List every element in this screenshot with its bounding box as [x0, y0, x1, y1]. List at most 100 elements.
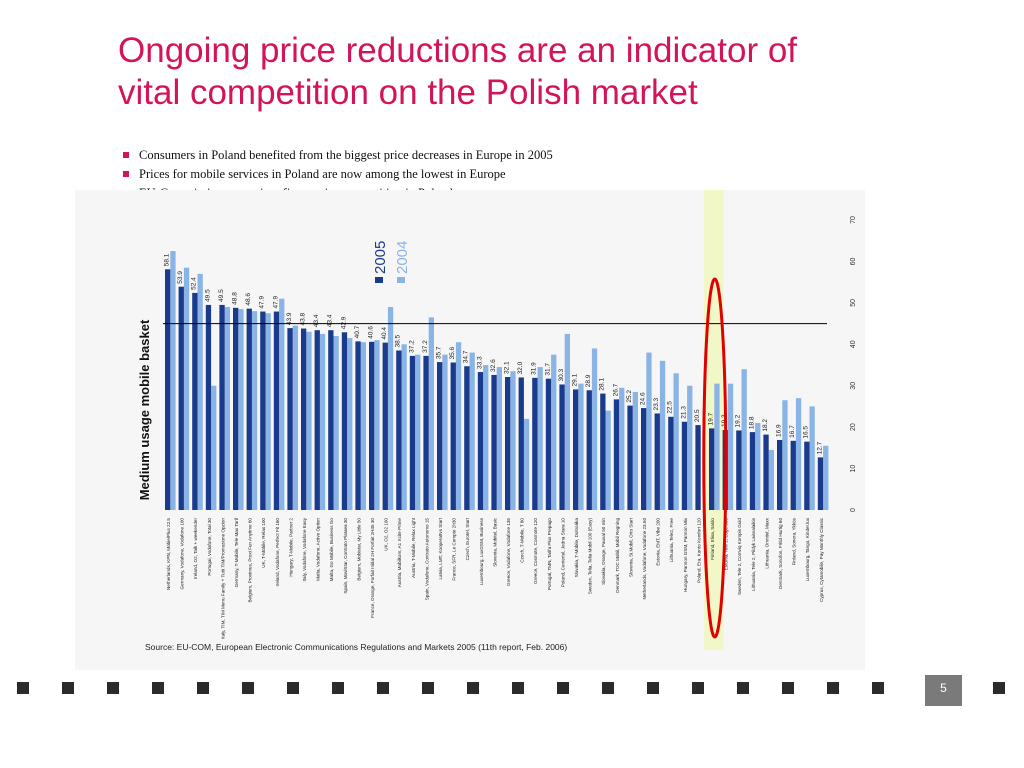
- data-label: 19.7: [708, 412, 715, 425]
- category-label: Greece, Cosmote, Cosmote 120: [533, 518, 538, 584]
- bar-2004: [591, 348, 598, 510]
- category-label: Denmark, Sonofon, Fritid Hurtig 60: [778, 518, 783, 589]
- footer-square: [827, 682, 839, 694]
- data-label: 35.6: [449, 346, 456, 359]
- bar-2005: [287, 328, 293, 510]
- y-tick-label: 10: [850, 465, 857, 473]
- category-label: Lithuania, Tele2, Free: [669, 518, 674, 563]
- data-label: 49.5: [218, 289, 225, 302]
- bar-2005: [545, 378, 552, 510]
- footer-square: [62, 682, 74, 694]
- bar-2005: [233, 307, 239, 510]
- data-label: 25.2: [626, 390, 633, 403]
- data-label: 40.7: [354, 325, 361, 338]
- bar-2004: [659, 360, 666, 510]
- bar-2004: [795, 398, 802, 510]
- bar-2004: [551, 354, 557, 510]
- category-label: Denmark, TDC Mobil, Mobil Regning: [615, 518, 620, 593]
- bar-2004: [360, 342, 366, 510]
- category-label: UK, T-Mobile, Relax 100: [261, 518, 266, 568]
- y-tick-label: 30: [850, 382, 857, 390]
- slide-title-line-1: Ongoing price reductions are an indicato…: [118, 31, 798, 70]
- data-label: 32.6: [490, 359, 497, 372]
- square-bullet-icon: [123, 171, 129, 177]
- bar-2005: [736, 430, 742, 510]
- slide-title-line-2: vital competition on the Polish market: [118, 73, 698, 112]
- bar-2005: [192, 292, 198, 510]
- bar-2004: [183, 267, 190, 510]
- data-label: 48.8: [232, 292, 239, 305]
- data-label: 23.3: [653, 397, 660, 410]
- bullet-text: Prices for mobile services in Poland are…: [139, 167, 506, 181]
- bar-2004: [455, 342, 462, 510]
- bar-2005: [246, 308, 252, 510]
- bar-2004: [809, 406, 815, 510]
- bar-2004: [251, 311, 258, 510]
- category-label: Austria, T-Mobile, Relax Light: [411, 517, 416, 578]
- footer-bar: 5: [0, 670, 1024, 706]
- data-label: 40.4: [381, 327, 388, 340]
- bar-2004: [428, 317, 434, 510]
- footer-square: [152, 682, 164, 694]
- category-label: Austria, Mobilkom, A1 Xcite Prime: [397, 518, 402, 588]
- bar-2005: [790, 440, 796, 510]
- category-label: Italy, TIM, TIM Menu Family + Tutti TIM/…: [220, 518, 225, 639]
- bar-2004: [224, 307, 230, 510]
- bar-2005: [668, 416, 674, 510]
- data-label: 24.6: [640, 392, 647, 405]
- bar-2004: [782, 400, 788, 510]
- category-label: Netherlands, KPN, MobielPlus 22.5: [166, 518, 171, 590]
- bar-2005: [205, 304, 212, 510]
- bar-2004: [496, 367, 502, 510]
- chart-container: 58.1 Netherlands, KPN, MobielPlus 22.5 53.…: [75, 190, 884, 670]
- bar-2004: [687, 385, 693, 510]
- category-label: Sweden, Telia, Telia Mobil 100 (Easy): [588, 518, 593, 595]
- bar-2005: [423, 355, 429, 510]
- bar-2005: [477, 372, 484, 510]
- data-label: 40.6: [368, 326, 375, 339]
- category-label: Portugal, Vodafone, Total 30: [207, 518, 212, 576]
- bar-2004: [292, 325, 298, 510]
- y-tick-label: 70: [850, 216, 857, 224]
- bar-2005: [369, 341, 375, 510]
- slide-title: Ongoing price reductions are an indicato…: [118, 30, 938, 114]
- footer-square: [17, 682, 29, 694]
- category-label: Lithuania, Tele 2, Pildyk Laisvalaikis: [751, 517, 756, 591]
- bar-2005: [518, 377, 524, 510]
- price-comparison-chart: 58.1 Netherlands, KPN, MobielPlus 22.5 53.…: [75, 190, 884, 670]
- data-label: 21.3: [680, 406, 687, 419]
- data-label: 33.3: [476, 356, 483, 369]
- data-label: 48.6: [245, 293, 252, 306]
- bar-2005: [709, 428, 715, 510]
- bar-2005: [314, 330, 320, 510]
- footer-square: [107, 682, 119, 694]
- footer-square: [602, 682, 614, 694]
- bar-2005: [328, 330, 334, 510]
- footer-square: [377, 682, 389, 694]
- footer-square: [242, 682, 254, 694]
- bar-2004: [768, 449, 774, 510]
- category-label: Finland, Elisa, Saldo: [710, 518, 715, 560]
- highlight-ellipse: [702, 277, 728, 639]
- bar-2004: [483, 365, 489, 510]
- bar-2004: [442, 354, 448, 510]
- category-label: Latvia, LMT, Kooperatīvs Start: [438, 517, 443, 579]
- footer-square: [467, 682, 479, 694]
- bar-2005: [749, 432, 756, 510]
- bar-2005: [804, 441, 810, 510]
- bar-2005: [559, 384, 565, 510]
- bar-2005: [450, 362, 456, 510]
- data-label: 37.2: [422, 340, 429, 353]
- data-label: 34.7: [463, 350, 470, 363]
- category-label: Malta, Vodafone, Active Option: [316, 518, 321, 581]
- footer-square: [782, 682, 794, 694]
- footer-square: [197, 682, 209, 694]
- bar-2005: [505, 377, 511, 510]
- data-label: 49.5: [204, 289, 211, 302]
- footer-square: [647, 682, 659, 694]
- footer-square: [692, 682, 704, 694]
- bullet-item: Consumers in Poland benefited from the b…: [122, 146, 553, 165]
- category-label: Poland, Era, Konto Komfort 120: [696, 518, 701, 583]
- footer-square: [993, 682, 1005, 694]
- bar-2004: [523, 418, 530, 510]
